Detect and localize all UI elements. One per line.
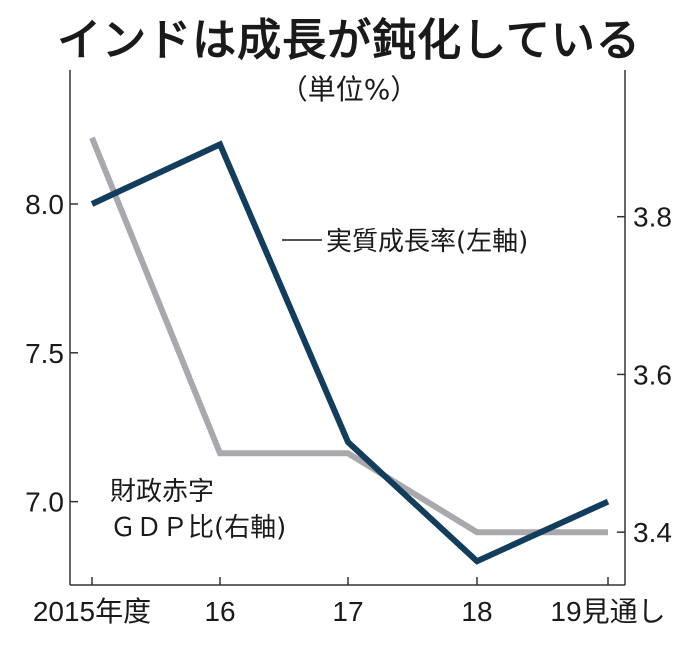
left-tick-label: 7.5	[25, 338, 64, 369]
deficit-series-label-line1: 財政赤字	[110, 477, 214, 507]
right-tick-label: 3.6	[633, 359, 672, 390]
growth-series-label: 実質成長率(左軸)	[326, 227, 528, 257]
right-tick-label: 3.4	[633, 517, 672, 548]
fiscal-deficit-line	[89, 136, 608, 536]
right-tick-label: 3.8	[633, 202, 672, 233]
unit-label: （単位%）	[279, 73, 419, 106]
left-tick-label: 7.0	[25, 487, 64, 518]
x-tick-label: 19見通し	[550, 596, 665, 627]
deficit-series-label-line2: ＧＤＰ比(右軸)	[110, 513, 286, 543]
x-tick-label: 18	[461, 596, 492, 627]
growth-rate-line	[90, 140, 610, 565]
x-tick-label: 17	[332, 596, 363, 627]
left-tick-label: 8.0	[25, 189, 64, 220]
x-tick-label: 2015年度	[33, 596, 151, 627]
x-tick-label: 16	[204, 596, 235, 627]
chart-title: インドは成長が鈍化している	[57, 15, 641, 66]
